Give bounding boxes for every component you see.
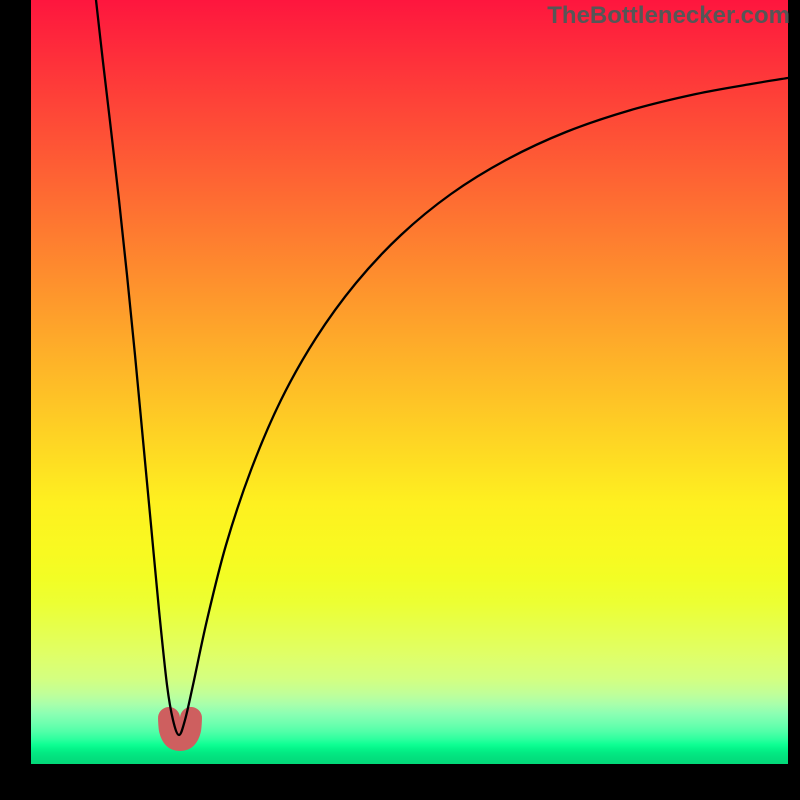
watermark-text: TheBottlenecker.com	[547, 2, 790, 30]
gradient-background	[31, 0, 788, 764]
plot-svg	[31, 0, 788, 764]
plot-area	[31, 0, 788, 764]
